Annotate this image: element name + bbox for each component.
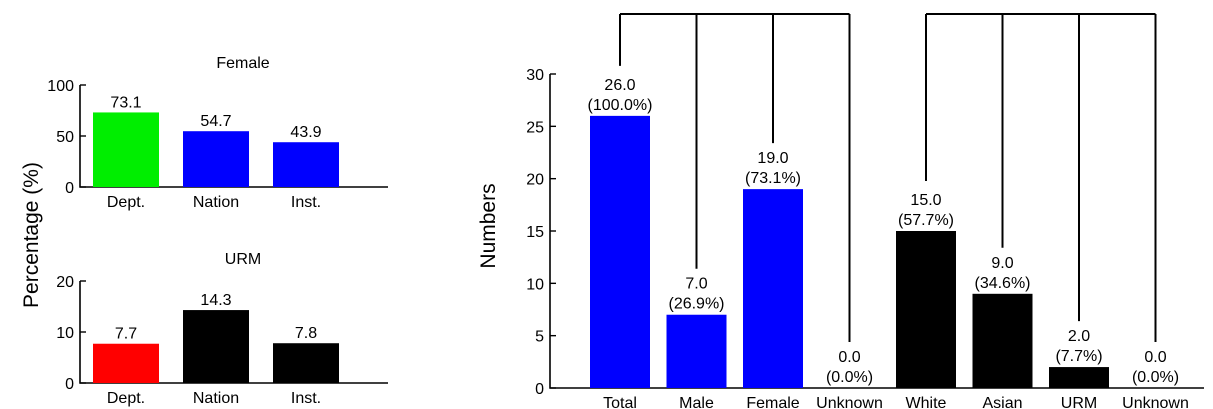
- urm-chart: 0 10 20 URM Dept. 7.7 Nation 14.3 Inst. 7.8: [56, 251, 388, 407]
- bar: [666, 314, 727, 388]
- bar: [93, 112, 159, 187]
- x-tick-label: Female: [746, 395, 799, 409]
- bar: [93, 343, 159, 383]
- chart-title: URM: [225, 251, 261, 268]
- y-tick-label: 5: [535, 329, 544, 346]
- data-label: 0.0: [838, 349, 860, 366]
- data-label-percent: (0.0%): [1132, 369, 1179, 386]
- numbers-chart: 0 5 10 15 20 25 30 Numbers Total 26.0 (100.0%) Male…: [477, 13, 1204, 409]
- data-label: 19.0: [757, 150, 788, 167]
- x-tick-label: Unknown: [1122, 395, 1189, 409]
- data-label: 7.0: [685, 276, 707, 293]
- bar: [183, 131, 249, 187]
- bar: [743, 189, 803, 388]
- data-label: 14.3: [200, 292, 231, 309]
- data-label-percent: (57.7%): [898, 212, 954, 229]
- x-tick-label: Male: [679, 395, 714, 409]
- x-tick-label: Inst.: [291, 194, 321, 211]
- x-tick-label: Asian: [982, 395, 1022, 409]
- y-tick-label: 0: [535, 381, 544, 398]
- y-tick-label: 0: [65, 376, 74, 393]
- x-tick-label: Total: [603, 395, 637, 409]
- bar: [896, 231, 956, 388]
- data-label: 0.0: [1144, 349, 1166, 366]
- y-tick-label: 50: [56, 129, 74, 146]
- data-label-percent: (73.1%): [745, 170, 801, 187]
- x-tick-label: Nation: [193, 390, 239, 407]
- y-tick-label: 20: [56, 274, 74, 291]
- y-tick-label: 0: [65, 180, 74, 197]
- data-label: 73.1: [110, 94, 141, 111]
- bar: [972, 293, 1033, 388]
- data-label-percent: (100.0%): [588, 97, 653, 114]
- bar: [1049, 367, 1109, 388]
- y-tick-label: 30: [526, 67, 544, 84]
- female-chart: 0 50 100 Female Dept. 73.1 Nation 54.7 Inst. 43.9: [47, 55, 388, 211]
- data-label: 43.9: [290, 124, 321, 141]
- y-tick-label: 100: [47, 78, 74, 95]
- x-tick-label: Nation: [193, 194, 239, 211]
- y-axis-label: Numbers: [477, 183, 500, 268]
- data-label: 2.0: [1068, 328, 1090, 345]
- y-tick-label: 10: [526, 276, 544, 293]
- data-label-percent: (0.0%): [826, 369, 873, 386]
- data-label: 7.8: [295, 325, 317, 342]
- y-tick-label: 10: [56, 325, 74, 342]
- x-tick-label: White: [906, 395, 947, 409]
- x-tick-label: Inst.: [291, 390, 321, 407]
- y-tick-label: 20: [526, 172, 544, 189]
- data-label: 54.7: [200, 113, 231, 130]
- data-label: 7.7: [115, 326, 137, 343]
- x-tick-label: Dept.: [107, 194, 145, 211]
- data-label-percent: (34.6%): [974, 275, 1030, 292]
- data-label: 15.0: [910, 192, 941, 209]
- data-label-percent: (26.9%): [668, 296, 724, 313]
- data-label-percent: (7.7%): [1055, 348, 1102, 365]
- x-tick-label: URM: [1061, 395, 1097, 409]
- bar: [183, 310, 249, 383]
- y-tick-label: 25: [526, 119, 544, 136]
- bar: [590, 115, 650, 388]
- data-label: 9.0: [991, 255, 1013, 272]
- shared-y-axis-label: Percentage (%): [20, 162, 43, 308]
- x-tick-label: Unknown: [816, 395, 883, 409]
- chart-title: Female: [216, 55, 269, 72]
- bar: [273, 343, 339, 383]
- bar: [273, 142, 339, 187]
- data-label: 26.0: [604, 77, 635, 94]
- y-tick-label: 15: [526, 224, 544, 241]
- x-tick-label: Dept.: [107, 390, 145, 407]
